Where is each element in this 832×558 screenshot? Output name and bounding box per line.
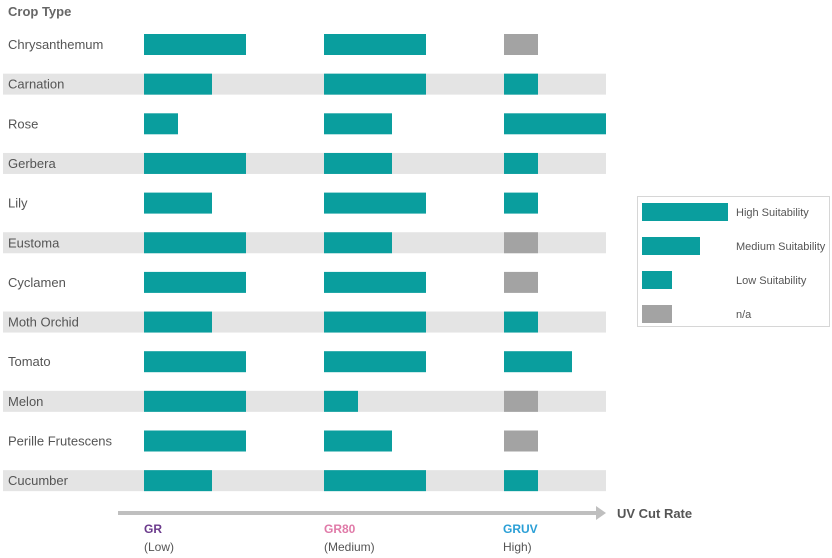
bar-gr80 bbox=[324, 351, 426, 373]
bar-gr bbox=[144, 232, 246, 254]
bar-gruv bbox=[504, 73, 538, 95]
bar-gr bbox=[144, 470, 212, 492]
category-label: Lily bbox=[8, 196, 28, 211]
category-label: Perille Frutescens bbox=[8, 434, 113, 449]
legend-swatch bbox=[642, 305, 672, 323]
bar-gruv bbox=[504, 152, 538, 174]
group-label-gr: GR bbox=[144, 522, 162, 536]
bar-gruv bbox=[504, 34, 538, 55]
bar-gr bbox=[144, 152, 246, 174]
bar-gr bbox=[144, 271, 246, 293]
bar-gruv bbox=[504, 271, 538, 293]
bar-gr bbox=[144, 311, 212, 333]
legend-label: Medium Suitability bbox=[736, 241, 826, 253]
category-label: Cucumber bbox=[8, 473, 69, 488]
bar-gruv bbox=[504, 390, 538, 412]
category-label: Chrysanthemum bbox=[8, 37, 103, 52]
bar-gruv bbox=[504, 232, 538, 254]
group-sub-gr: (Low) bbox=[144, 540, 175, 554]
category-label: Gerbera bbox=[8, 156, 56, 171]
bar-gr80 bbox=[324, 192, 426, 214]
group-label-gr80: GR80 bbox=[324, 522, 356, 536]
bar-gr bbox=[144, 73, 212, 95]
category-label: Carnation bbox=[8, 77, 64, 92]
category-label: Tomato bbox=[8, 354, 51, 369]
category-label: Eustoma bbox=[8, 235, 60, 250]
legend-label: High Suitability bbox=[736, 207, 809, 219]
legend-swatch bbox=[642, 203, 728, 221]
group-sub-gruv: High) bbox=[503, 540, 532, 554]
bar-gr bbox=[144, 192, 212, 214]
category-label: Rose bbox=[8, 116, 38, 131]
bar-gr bbox=[144, 390, 246, 412]
bar-gr80 bbox=[324, 113, 392, 135]
bar-gruv bbox=[504, 192, 538, 214]
bar-gr bbox=[144, 430, 246, 452]
bar-gr80 bbox=[324, 390, 358, 412]
bar-gruv bbox=[504, 351, 572, 373]
group-sub-gr80: (Medium) bbox=[324, 540, 375, 554]
group-label-gruv: GRUV bbox=[503, 522, 538, 536]
bar-gr80 bbox=[324, 311, 426, 333]
bar-gr bbox=[144, 34, 246, 55]
bar-gr80 bbox=[324, 271, 426, 293]
category-label: Melon bbox=[8, 394, 43, 409]
bar-gr80 bbox=[324, 152, 392, 174]
bar-gr80 bbox=[324, 232, 392, 254]
legend-label: Low Suitability bbox=[736, 275, 807, 287]
bar-gr80 bbox=[324, 470, 426, 492]
bar-gr80 bbox=[324, 430, 392, 452]
bar-gruv bbox=[504, 113, 606, 135]
chart-title: Crop Type bbox=[8, 4, 72, 19]
category-label: Moth Orchid bbox=[8, 315, 79, 330]
x-axis-label: UV Cut Rate bbox=[617, 506, 693, 521]
bar-gr80 bbox=[324, 73, 426, 95]
bar-gruv bbox=[504, 430, 538, 452]
x-axis-arrow-head bbox=[596, 506, 606, 520]
bar-gr bbox=[144, 351, 246, 373]
bar-gruv bbox=[504, 470, 538, 492]
legend-swatch bbox=[642, 271, 672, 289]
bar-gr bbox=[144, 113, 178, 135]
bar-gr80 bbox=[324, 34, 426, 55]
legend-label: n/a bbox=[736, 309, 752, 321]
bar-gruv bbox=[504, 311, 538, 333]
legend-swatch bbox=[642, 237, 700, 255]
category-label: Cyclamen bbox=[8, 275, 66, 290]
